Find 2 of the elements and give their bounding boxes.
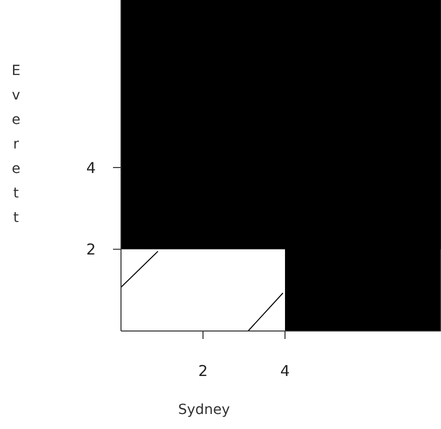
- y-axis-title: Everett: [12, 63, 20, 226]
- x-axis-title: Sydney: [178, 402, 230, 418]
